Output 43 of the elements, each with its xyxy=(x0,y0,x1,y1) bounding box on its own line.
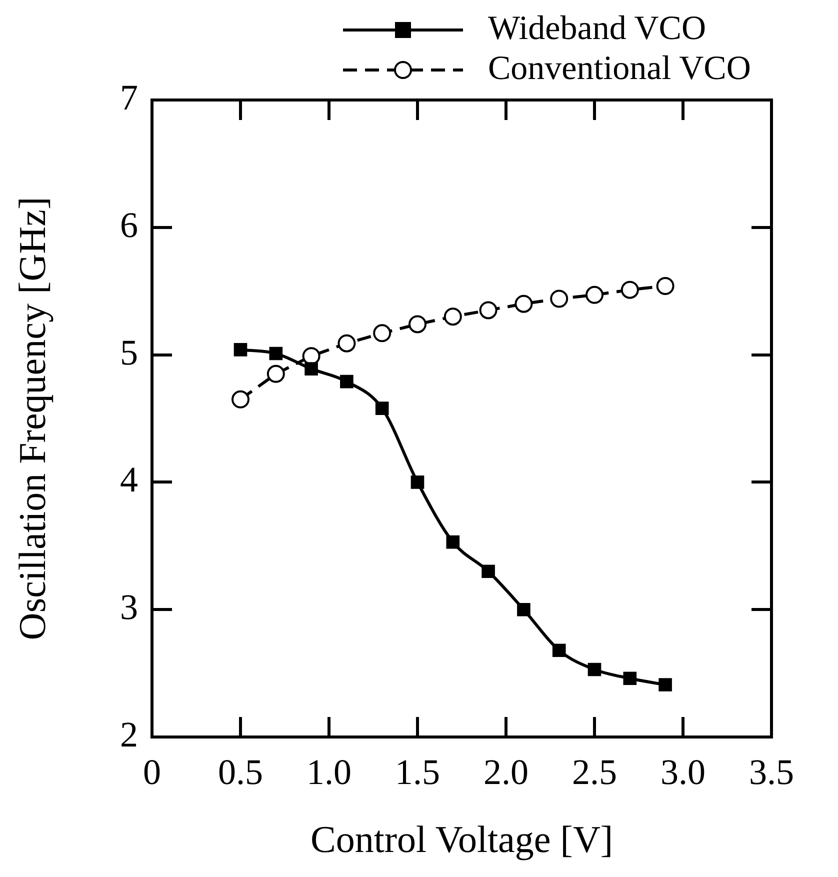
y-tick-label: 2 xyxy=(120,714,138,754)
y-tick-label: 7 xyxy=(120,77,138,118)
point xyxy=(269,346,283,360)
point xyxy=(266,364,285,383)
x-tick-label: 1.0 xyxy=(306,752,352,792)
y-axis-title: Oscillation Frequency [GHz] xyxy=(12,196,54,640)
point xyxy=(444,308,462,326)
point xyxy=(232,390,250,408)
x-axis-title: Control Voltage [V] xyxy=(310,819,614,862)
point xyxy=(552,644,566,658)
y-tick-label: 4 xyxy=(120,460,138,500)
legend-label: Conventional VCO xyxy=(488,50,751,87)
point xyxy=(338,334,356,352)
y-tick-label: 6 xyxy=(120,204,138,245)
x-tick-label: 0.5 xyxy=(218,752,263,792)
point xyxy=(482,564,495,578)
point xyxy=(656,277,674,296)
point xyxy=(304,362,318,376)
point xyxy=(340,374,354,388)
x-tick-label: 0 xyxy=(143,752,161,792)
x-tick-label: 2.0 xyxy=(484,752,528,792)
legend-label: Wideband VCO xyxy=(488,10,706,47)
point xyxy=(623,672,637,686)
x-tick-label: 3.5 xyxy=(749,752,794,792)
x-tick-label: 2.5 xyxy=(572,752,617,792)
point xyxy=(514,294,533,313)
point xyxy=(408,315,426,334)
point xyxy=(620,280,639,299)
point xyxy=(446,535,460,549)
point xyxy=(517,602,530,616)
point xyxy=(375,402,389,415)
y-tick-label: 3 xyxy=(120,587,138,628)
point xyxy=(550,290,568,308)
y-tick-label: 5 xyxy=(120,332,138,372)
point xyxy=(588,662,602,676)
point xyxy=(373,324,392,342)
point xyxy=(479,301,498,320)
point xyxy=(234,343,248,356)
point xyxy=(410,476,424,489)
point xyxy=(658,678,672,692)
x-tick-label: 1.5 xyxy=(395,752,440,792)
x-tick-label: 3.0 xyxy=(660,752,706,792)
point xyxy=(586,286,604,304)
